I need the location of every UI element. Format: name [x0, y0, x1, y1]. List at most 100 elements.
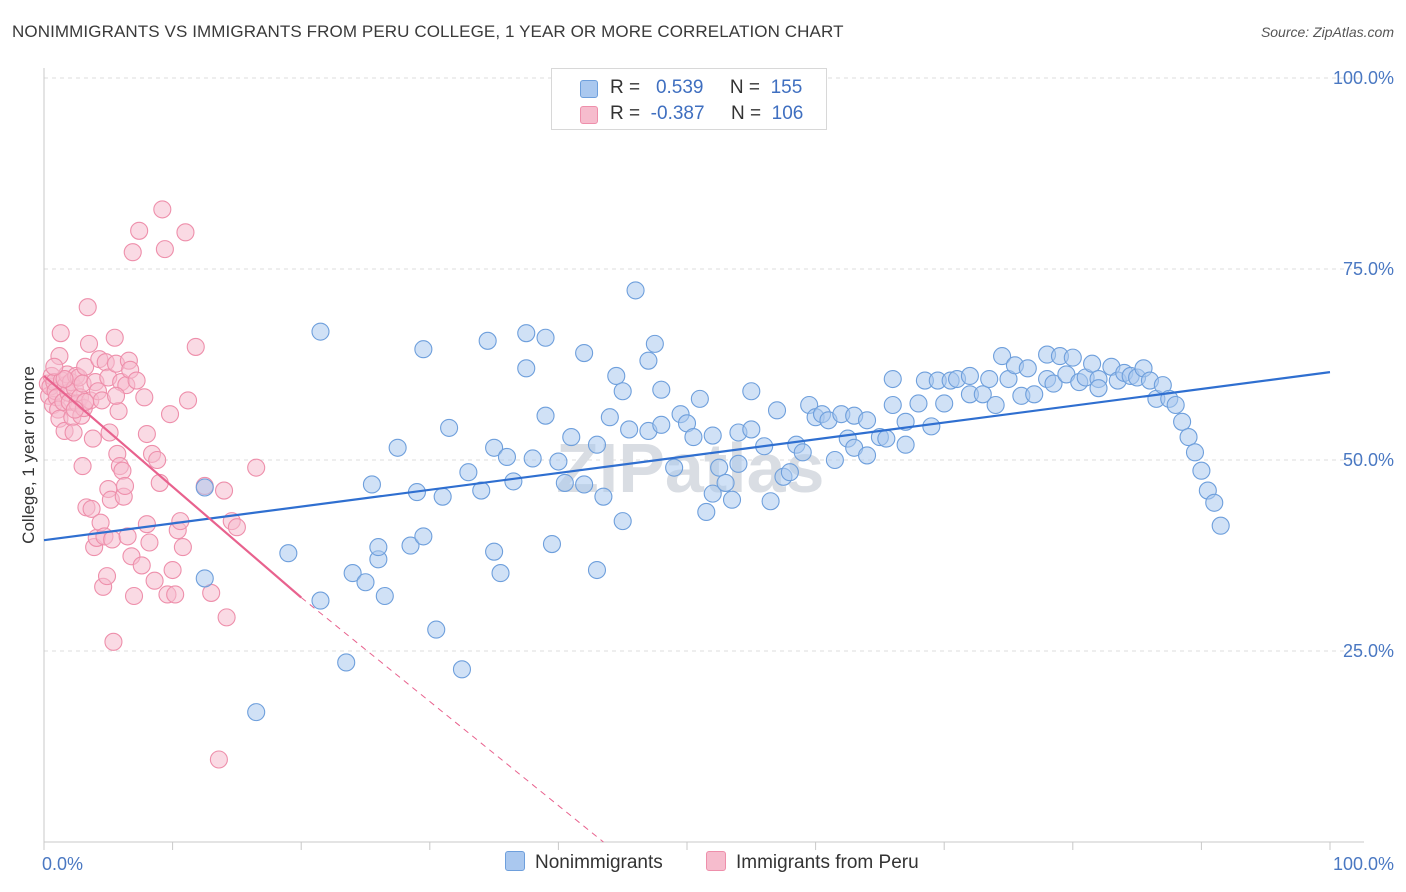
nonimmigrant-point — [195, 478, 214, 497]
peru-point — [106, 386, 126, 405]
y-axis-label: College, 1 year or more — [19, 366, 38, 544]
nonimmigrant-point — [485, 438, 504, 457]
nonimmigrant-point — [536, 406, 555, 425]
nonimmigrant-point — [594, 487, 613, 506]
nonimmigrant-point — [401, 536, 420, 555]
peru-point — [51, 324, 70, 343]
peru-point — [176, 223, 195, 242]
nonimmigrant-point — [729, 454, 748, 473]
nonimmigrant-point — [935, 394, 954, 413]
nonimmigrant-point — [459, 463, 478, 482]
nonimmigrant-point — [960, 366, 979, 386]
nonimmigrant-point — [710, 458, 729, 477]
nonimmigrant-point — [1018, 359, 1037, 378]
nonimmigrant-point — [1089, 379, 1108, 398]
peru-point — [227, 518, 246, 537]
peru-trendline-extension — [300, 597, 604, 843]
peru-point — [135, 388, 154, 407]
nonimmigrant-point — [703, 426, 722, 445]
peru-point — [55, 369, 74, 389]
peru-point — [132, 556, 151, 575]
nonimmigrant-point — [311, 591, 330, 610]
nonimmigrants-trendline — [43, 371, 1331, 542]
bottom-legend-nonimmigrants: Nonimmigrants — [505, 851, 663, 874]
nonimmigrant-point — [433, 487, 452, 506]
nonimmigrant-point — [761, 492, 780, 511]
peru-point — [155, 240, 174, 259]
legend-n-label: N = — [729, 77, 761, 98]
peru-point — [97, 567, 117, 586]
legend-label: Nonimmigrants — [535, 852, 663, 873]
nonimmigrant-point — [195, 569, 214, 588]
y-tick-label: 100.0% — [1333, 68, 1394, 88]
nonimmigrant-point — [491, 564, 510, 583]
nonimmigrant-point — [1044, 374, 1063, 393]
nonimmigrant-point — [427, 620, 446, 639]
peru-point — [79, 334, 99, 353]
legend-n-value: 106 — [771, 103, 804, 124]
peru-point — [173, 538, 192, 557]
nonimmigrant-point — [742, 420, 761, 439]
nonimmigrant-point — [1025, 385, 1044, 404]
nonimmigrant-point — [452, 660, 472, 679]
nonimmigrant-point — [311, 322, 330, 341]
nonimmigrant-point — [587, 560, 607, 580]
peru-point — [127, 371, 146, 390]
peru-point — [186, 337, 205, 356]
nonimmigrant-point — [697, 502, 716, 522]
peru-point — [178, 391, 198, 410]
nonimmigrant-point — [279, 544, 298, 563]
nonimmigrant-point — [793, 443, 812, 462]
nonimmigrant-point — [1083, 354, 1102, 373]
nonimmigrant-point — [639, 351, 658, 370]
peru-point — [124, 586, 144, 606]
nonimmigrant-point — [517, 359, 536, 378]
nonimmigrant-point — [922, 417, 941, 436]
peru-point — [113, 461, 132, 480]
legend-swatch-pink — [580, 106, 598, 124]
nonimmigrant-point — [1205, 493, 1224, 512]
peru-point — [104, 632, 123, 651]
nonimmigrant-point — [504, 472, 523, 491]
peru-point — [214, 481, 234, 500]
legend-swatch-blue — [505, 851, 525, 871]
nonimmigrant-point — [980, 369, 999, 389]
peru-point — [118, 527, 137, 546]
peru-point — [247, 458, 266, 477]
nonimmigrant-point — [684, 428, 703, 447]
peru-point — [140, 533, 159, 552]
peru-point — [130, 221, 149, 240]
nonimmigrant-point — [665, 458, 684, 477]
nonimmigrant-point — [742, 382, 761, 401]
nonimmigrant-point — [716, 473, 735, 492]
legend-swatch-pink — [706, 851, 726, 871]
nonimmigrant-point — [883, 369, 902, 389]
peru-point — [45, 357, 64, 376]
nonimmigrant-point — [440, 418, 459, 437]
nonimmigrant-point — [375, 586, 394, 606]
peru-point — [148, 450, 167, 470]
nonimmigrant-point — [523, 449, 542, 468]
nonimmigrant-point — [877, 429, 896, 448]
x-tick-label-min: 0.0% — [42, 854, 83, 874]
nonimmigrant-point — [883, 395, 902, 415]
nonimmigrant-point — [780, 463, 799, 482]
nonimmigrant-point — [247, 703, 266, 722]
legend-r-value: -0.387 — [650, 103, 705, 124]
y-tick-label: 25.0% — [1343, 641, 1394, 661]
nonimmigrant-point — [1063, 348, 1082, 367]
x-axis-ticks — [43, 842, 1331, 850]
nonimmigrant-point — [973, 385, 992, 404]
peru-point — [217, 608, 236, 627]
nonimmigrant-point — [1166, 395, 1185, 415]
nonimmigrant-point — [896, 435, 915, 454]
nonimmigrant-point — [993, 347, 1012, 366]
nonimmigrant-point — [414, 527, 433, 546]
nonimmigrant-point — [1211, 516, 1230, 535]
peru-point — [166, 585, 185, 604]
nonimmigrant-point — [600, 408, 619, 427]
legend-r-value: 0.539 — [655, 77, 704, 98]
nonimmigrant-point — [388, 438, 407, 457]
nonimmigrant-point — [857, 446, 877, 465]
